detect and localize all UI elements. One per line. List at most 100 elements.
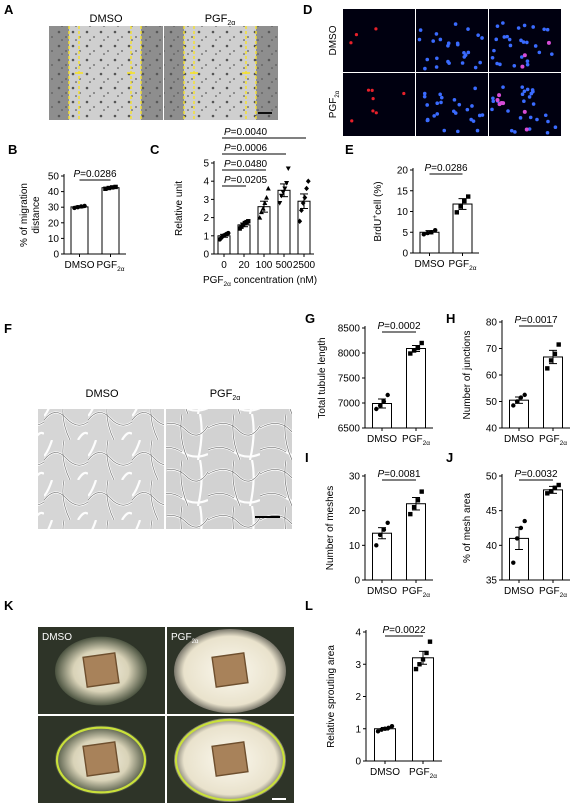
panel-letter-E: E: [345, 142, 354, 157]
x-tick-label-text: PGF: [409, 767, 430, 778]
merged-nucleus: [524, 127, 529, 132]
dapi-nucleus: [505, 34, 510, 39]
panel-letter-F: F: [4, 321, 12, 336]
dapi-nucleus: [527, 127, 532, 131]
merged-nucleus: [522, 53, 527, 58]
merged-nucleus: [520, 64, 525, 69]
dapi-nucleus: [425, 57, 430, 62]
dapi-nucleus: [425, 103, 429, 107]
data-point: [285, 166, 291, 172]
dapi-nucleus: [477, 113, 482, 118]
x-tick-label-text: PGF: [539, 434, 560, 445]
dapi-nucleus: [501, 21, 505, 25]
data-point: [374, 543, 379, 548]
y-tick-label: 0: [402, 249, 408, 260]
x-tick-label-text: PGF: [402, 434, 423, 445]
fluorescence-tile: [343, 73, 415, 136]
dapi-nucleus: [533, 44, 538, 48]
p-value-label: P=0.0017: [514, 315, 558, 326]
y-tick-label: 50: [486, 472, 498, 483]
data-point: [226, 230, 231, 236]
x-tick-label: 100: [256, 260, 273, 271]
label-pgf-subscript: 2α: [192, 639, 199, 645]
aortic-ring-image: [167, 627, 294, 714]
p-value-label: P=0.0032: [514, 469, 558, 480]
p-value-text: =0.0032: [521, 469, 558, 480]
bar: [374, 728, 396, 762]
y-axis-label: Total tubule length: [317, 337, 328, 418]
tile-background: [343, 9, 415, 72]
data-point: [284, 181, 290, 186]
x-tick-label-text: DMSO: [65, 260, 95, 271]
row-label-pgf: PGF2α: [328, 90, 341, 118]
p-value-symbol: P: [73, 169, 80, 180]
chart-E: 0 5 10 15 20 BrdU+cell (%) DMSO PGF2α P=0.0286: [372, 163, 479, 272]
tube-network: [38, 409, 164, 529]
dapi-nucleus: [545, 130, 550, 135]
p-value-text: =0.0017: [521, 315, 558, 326]
dapi-nucleus: [455, 42, 460, 47]
dapi-nucleus: [520, 85, 525, 89]
y-tick-label: 70: [486, 344, 498, 355]
y-axis-label: % of mesh area: [462, 493, 473, 563]
dapi-nucleus: [531, 102, 536, 106]
x-tick-label: DMSO: [504, 434, 534, 445]
y-tick-label: 10: [48, 234, 60, 245]
dapi-nucleus: [494, 37, 499, 42]
aortic-ring-image: [38, 716, 165, 803]
x-tick-label: PGF2α: [449, 259, 477, 272]
p-value-text: =0.0286: [431, 163, 468, 174]
brdu-nucleus: [370, 88, 374, 92]
dapi-nucleus: [509, 128, 514, 133]
data-point: [419, 489, 424, 494]
dapi-nucleus: [525, 59, 530, 64]
chart-J: 35 40 45 50 % of mesh area DMSO PGF2α P=0.0032: [462, 469, 570, 599]
y-tick-label: 8500: [338, 324, 361, 335]
x-tick-label: DMSO: [504, 586, 534, 597]
y-axis-label-text: cell (%): [373, 181, 384, 214]
data-point: [277, 201, 283, 206]
dapi-nucleus: [522, 89, 527, 94]
chart-H: 40 50 60 70 80 Number of junctions DMSO PGF2α P=…: [462, 315, 570, 447]
p-value-text: =0.0480: [231, 159, 268, 170]
y-axis-label-line: Number of meshes: [325, 486, 336, 570]
data-point: [514, 536, 520, 541]
scratch-image-pgf: [164, 26, 278, 120]
y-axis-label: % of migrationdistance: [19, 183, 42, 247]
cell-sheet-left: [49, 26, 69, 120]
label-pgf-subscript: 2α: [232, 395, 240, 402]
y-tick-label: 5: [402, 228, 408, 239]
panel-letter-A: A: [4, 2, 14, 17]
tile-background: [343, 73, 415, 136]
dapi-nucleus: [512, 63, 517, 68]
dapi-nucleus: [480, 113, 485, 117]
x-axis-label-subscript: 2α: [224, 281, 232, 288]
x-tick-label-text: 100: [256, 260, 273, 271]
chart-I: 0 10 20 30 Number of meshes DMSO PGF2α P=0.0081: [325, 469, 433, 599]
dapi-nucleus: [502, 35, 507, 39]
data-point: [522, 392, 527, 398]
merged-nucleus: [501, 101, 506, 106]
y-axis-label: Relative unit: [174, 181, 185, 236]
y-tick-label: 20: [48, 218, 60, 229]
y-tick-label: 60: [486, 371, 498, 382]
dapi-nucleus: [531, 25, 535, 29]
p-value-text: =0.0006: [231, 143, 268, 154]
x-tick-label: PGF2α: [539, 434, 567, 447]
tile-background: [489, 9, 561, 72]
dapi-nucleus: [423, 66, 427, 71]
fluorescence-tile: [416, 73, 488, 136]
dapi-nucleus: [435, 101, 440, 106]
y-tick-label: 6500: [338, 424, 361, 435]
x-tick-label-text: DMSO: [415, 259, 445, 270]
merged-nucleus: [522, 109, 527, 114]
x-tick-label: DMSO: [415, 259, 445, 270]
dapi-nucleus: [417, 37, 422, 42]
scratch-image-dmso: [49, 26, 163, 120]
data-point: [377, 532, 383, 538]
bar: [412, 657, 434, 762]
dapi-nucleus: [545, 27, 550, 32]
aortic-ring-explant: [211, 652, 249, 688]
data-point: [103, 186, 108, 191]
dapi-nucleus: [434, 32, 439, 36]
